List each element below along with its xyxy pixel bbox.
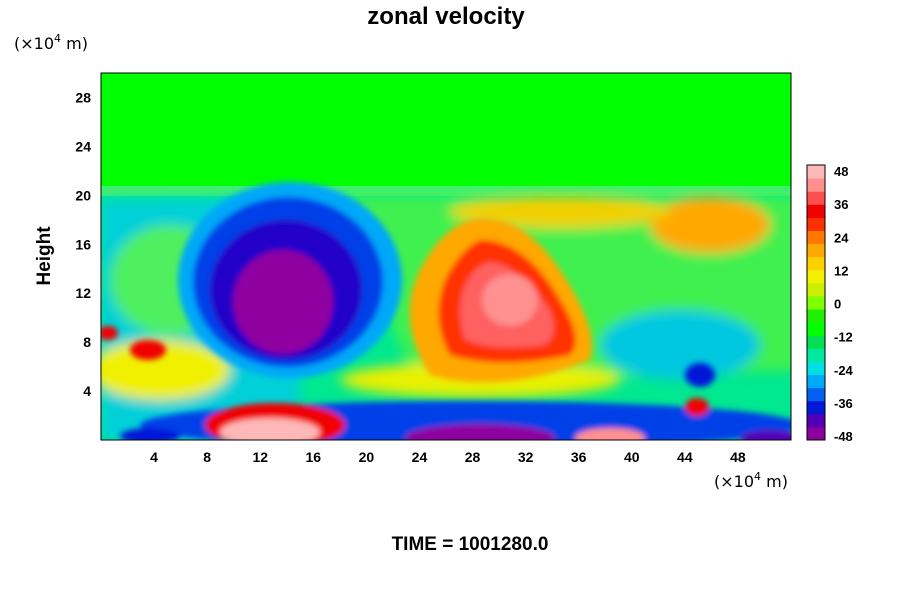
colorbar-swatch bbox=[807, 243, 825, 258]
colorbar-swatch bbox=[807, 191, 825, 205]
x-tick-label: 40 bbox=[624, 449, 640, 465]
bottom-purple-patch bbox=[405, 424, 555, 440]
colorbar-swatch bbox=[807, 282, 825, 297]
bottom-features bbox=[101, 326, 791, 440]
chart-title: zonal velocity bbox=[367, 3, 525, 30]
colorbar-frame bbox=[806, 164, 826, 441]
y-axis-unit: (×104 m) bbox=[14, 32, 88, 53]
colorbar-swatch bbox=[807, 230, 825, 245]
colorbar-swatch bbox=[807, 361, 825, 376]
colorbar-swatch bbox=[807, 256, 825, 271]
colorbar-tick-labels: 48 36 24 12 0 -12 -24 -36 -48 bbox=[834, 164, 854, 444]
y-tick-label: 4 bbox=[83, 383, 91, 399]
blue-dot-right bbox=[685, 363, 715, 387]
plot-frame bbox=[100, 72, 792, 441]
colorbar-swatch bbox=[807, 165, 825, 179]
colorbar-swatch bbox=[807, 374, 825, 389]
y-tick-label: 28 bbox=[75, 89, 91, 105]
colorbar-swatch bbox=[807, 217, 825, 231]
colorbar-tick-label: -48 bbox=[834, 429, 853, 444]
x-tick-label: 44 bbox=[677, 449, 693, 465]
colorbar-swatch bbox=[807, 295, 825, 310]
y-tick-label: 12 bbox=[75, 285, 91, 301]
easterly-center bbox=[233, 250, 333, 354]
x-tick-label: 8 bbox=[203, 449, 211, 465]
red-dot-far-left bbox=[101, 326, 118, 340]
purple-right-edge bbox=[740, 430, 791, 440]
x-tick-label: 24 bbox=[412, 449, 428, 465]
x-unit-base: (×10 bbox=[714, 472, 754, 491]
colorbar bbox=[806, 164, 826, 441]
x-tick-label: 12 bbox=[252, 449, 268, 465]
easterly-core bbox=[178, 182, 402, 378]
purple-left-edge bbox=[120, 428, 180, 440]
y-tick-label: 20 bbox=[75, 187, 91, 203]
colorbar-swatch bbox=[807, 178, 825, 192]
x-tick-label: 32 bbox=[518, 449, 534, 465]
westerly-center bbox=[482, 274, 538, 326]
colorbar-swatch bbox=[807, 335, 825, 349]
colorbar-tick-label: -12 bbox=[834, 330, 853, 345]
y-tick-label: 16 bbox=[75, 236, 91, 252]
y-unit-exp: 4 bbox=[54, 32, 61, 45]
x-tick-label: 20 bbox=[359, 449, 375, 465]
y-tick-label: 8 bbox=[83, 334, 91, 350]
x-tick-labels: 4 8 12 16 20 24 28 32 36 40 44 48 bbox=[150, 449, 746, 465]
bottom-pink-patch bbox=[220, 418, 320, 440]
colorbar-swatch bbox=[807, 387, 825, 402]
y-unit-base: (×10 bbox=[14, 34, 54, 53]
plot-area bbox=[100, 72, 792, 441]
colorbar-swatch bbox=[807, 426, 825, 441]
colorbar-tick-label: -24 bbox=[834, 363, 854, 378]
colorbar-swatch bbox=[807, 204, 825, 218]
yellow-band-upper-middle bbox=[450, 196, 670, 228]
colorbar-tick-label: 12 bbox=[834, 263, 848, 278]
colorbar-tick-label: 48 bbox=[834, 164, 848, 179]
x-tick-label: 4 bbox=[150, 449, 158, 465]
y-tick-labels: 4 8 12 16 20 24 28 bbox=[75, 89, 91, 399]
colorbar-swatch bbox=[807, 269, 825, 284]
colorbar-tick-label: 36 bbox=[834, 197, 848, 212]
y-axis-label: Height bbox=[34, 226, 55, 286]
red-dot-right bbox=[685, 398, 709, 416]
upper-layer-transition bbox=[101, 186, 791, 196]
orange-patch-upper-right bbox=[650, 197, 770, 253]
x-unit-exp: 4 bbox=[754, 470, 761, 483]
bottom-right-pink bbox=[575, 428, 645, 440]
upper-uniform-layer bbox=[101, 73, 791, 193]
colorbar-swatch bbox=[807, 309, 825, 323]
x-tick-label: 28 bbox=[465, 449, 481, 465]
y-tick-label: 24 bbox=[75, 138, 91, 154]
cyan-patch-right bbox=[600, 310, 760, 380]
colorbar-tick-label: 24 bbox=[834, 230, 849, 245]
colorbar-swatch bbox=[807, 322, 825, 336]
colorbar-swatch bbox=[807, 400, 825, 415]
x-axis-unit: (×104 m) bbox=[714, 470, 788, 491]
x-tick-label: 36 bbox=[571, 449, 587, 465]
y-unit-rest: m) bbox=[61, 34, 88, 53]
colorbar-swatch bbox=[807, 348, 825, 362]
x-unit-rest: m) bbox=[761, 472, 788, 491]
colorbar-tick-label: -36 bbox=[834, 396, 853, 411]
colorbar-tick-label: 0 bbox=[834, 297, 841, 312]
x-tick-label: 16 bbox=[306, 449, 322, 465]
westerly-core bbox=[409, 218, 592, 383]
red-dot-left bbox=[130, 340, 166, 360]
x-tick-label: 48 bbox=[730, 449, 746, 465]
colorbar-swatch bbox=[807, 413, 825, 428]
time-label: TIME = 1001280.0 bbox=[392, 534, 549, 555]
